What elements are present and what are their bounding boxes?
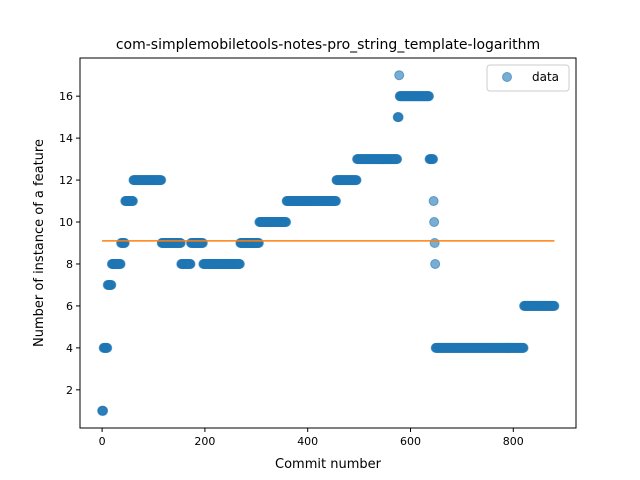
data-point — [425, 92, 434, 101]
data-point — [128, 197, 137, 206]
data-point — [431, 259, 440, 268]
legend-marker — [503, 73, 512, 82]
chart-title: com-simplemobiletools-notes-pro_string_t… — [116, 37, 540, 53]
data-point — [429, 197, 438, 206]
x-tick-label: 0 — [99, 435, 106, 448]
y-tick-label: 12 — [59, 174, 73, 187]
data-point — [430, 239, 439, 248]
y-tick-label: 10 — [59, 216, 73, 229]
y-tick-label: 16 — [59, 90, 73, 103]
data-point — [331, 197, 340, 206]
data-point — [198, 239, 207, 248]
data-point — [282, 218, 291, 227]
data-point — [99, 406, 108, 415]
data-point — [116, 259, 125, 268]
legend: data — [487, 65, 569, 91]
y-tick-label: 6 — [66, 300, 73, 313]
data-point — [352, 176, 361, 185]
y-tick-label: 4 — [66, 342, 73, 355]
data-point — [430, 218, 439, 227]
data-point — [186, 259, 195, 268]
data-point — [395, 71, 404, 80]
data-point — [103, 343, 112, 352]
data-point — [429, 155, 438, 164]
legend-label: data — [532, 70, 559, 84]
data-point — [254, 239, 263, 248]
x-tick-label: 600 — [400, 435, 421, 448]
y-tick-label: 8 — [66, 258, 73, 271]
data-point — [176, 239, 185, 248]
data-point — [550, 301, 559, 310]
data-point — [519, 343, 528, 352]
y-tick-label: 2 — [66, 384, 73, 397]
data-point — [157, 176, 166, 185]
x-axis-label: Commit number — [275, 457, 382, 472]
x-tick-label: 800 — [503, 435, 524, 448]
data-point — [235, 259, 244, 268]
data-point — [120, 239, 129, 248]
data-point — [107, 280, 116, 289]
y-tick-label: 14 — [59, 132, 73, 145]
y-axis-label: Number of instance of a feature — [32, 139, 47, 347]
x-tick-label: 400 — [297, 435, 318, 448]
data-point — [393, 155, 402, 164]
data-point — [394, 113, 403, 122]
x-tick-label: 200 — [194, 435, 215, 448]
